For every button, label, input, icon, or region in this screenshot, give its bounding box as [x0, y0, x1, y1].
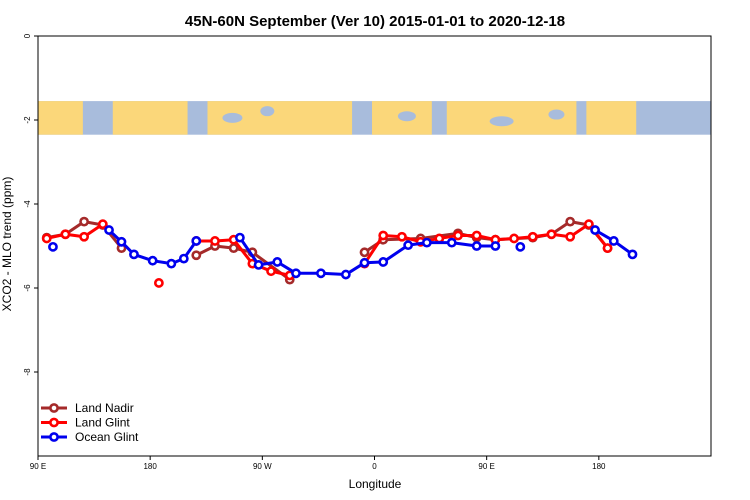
data-point-ocean-glint — [590, 225, 600, 235]
data-point-land-glint — [565, 231, 576, 242]
series-land-glint — [41, 219, 613, 288]
legend-label: Land Glint — [75, 416, 130, 430]
data-point-ocean-glint — [316, 268, 326, 279]
map-band-land-2 — [112, 101, 188, 135]
legend-label: Land Nadir — [75, 401, 134, 415]
data-point-ocean-glint — [166, 258, 177, 269]
legend-item-ocean-glint: Ocean Glint — [41, 430, 139, 444]
legend-item-land-nadir: Land Nadir — [41, 401, 134, 415]
data-point-ocean-glint — [234, 232, 245, 243]
data-point-land-glint — [79, 231, 90, 242]
x-tick-label: 180 — [143, 462, 157, 471]
data-point-ocean-glint — [608, 236, 619, 246]
data-point-ocean-glint — [116, 236, 127, 247]
data-point-land-nadir — [359, 247, 370, 258]
data-point-ocean-glint — [515, 241, 526, 252]
data-point-land-glint — [41, 233, 52, 244]
data-point-ocean-glint — [104, 225, 114, 235]
data-point-land-glint — [153, 278, 164, 288]
data-point-land-glint — [453, 230, 463, 241]
data-point-land-glint — [527, 231, 538, 242]
map-band-water-4 — [397, 111, 416, 122]
data-point-land-glint — [434, 233, 445, 244]
data-point-ocean-glint — [627, 249, 638, 260]
x-tick-label: 0 — [372, 462, 377, 471]
data-point-land-glint — [583, 219, 594, 230]
x-tick-label: 90 E — [30, 462, 46, 471]
data-point-ocean-glint — [490, 241, 501, 251]
map-band-water-3 — [260, 106, 275, 117]
data-point-land-glint — [266, 266, 276, 277]
x-tick-label: 90 W — [253, 462, 272, 471]
data-point-land-glint — [471, 230, 482, 241]
x-tick-label: 180 — [592, 462, 606, 471]
data-point-land-glint — [397, 231, 407, 242]
x-axis-label: Longitude — [349, 477, 402, 491]
series-line-land-glint — [46, 222, 104, 240]
map-band-water-1 — [89, 107, 106, 118]
chart-title: 45N-60N September (Ver 10) 2015-01-01 to… — [185, 13, 565, 30]
data-point-ocean-glint — [291, 268, 301, 279]
y-tick-label: -8 — [23, 368, 32, 376]
data-point-ocean-glint — [129, 249, 139, 260]
data-point-land-nadir — [79, 216, 90, 227]
legend-marker — [49, 417, 59, 428]
data-point-ocean-glint — [253, 259, 264, 270]
data-point-land-nadir — [191, 250, 202, 261]
map-band-land-6 — [586, 101, 637, 135]
data-point-land-glint — [509, 233, 519, 244]
data-point-land-glint — [378, 230, 389, 241]
data-point-land-glint — [60, 229, 71, 240]
data-point-land-glint — [210, 236, 220, 246]
series-layer — [41, 216, 638, 288]
data-point-ocean-glint — [191, 236, 202, 246]
y-tick-label: 0 — [23, 33, 32, 38]
map-band — [38, 101, 711, 135]
data-point-ocean-glint — [48, 241, 58, 252]
x-axis: 90 E 180 90 W 0 90 E 180 — [30, 456, 606, 471]
data-point-land-glint — [546, 229, 557, 240]
legend-label: Ocean Glint — [75, 430, 139, 444]
legend-marker — [49, 432, 59, 442]
data-point-ocean-glint — [147, 255, 158, 266]
legend-marker — [49, 403, 59, 413]
data-point-land-nadir — [565, 216, 576, 227]
data-point-ocean-glint — [178, 253, 189, 264]
data-point-land-nadir — [228, 243, 239, 253]
data-point-ocean-glint — [272, 257, 283, 267]
data-point-land-glint — [97, 219, 108, 230]
data-point-ocean-glint — [403, 240, 414, 251]
data-point-ocean-glint — [421, 237, 432, 248]
y-axis: 0 -2 -4 -6 -8 — [23, 33, 38, 376]
map-band-land — [38, 101, 637, 135]
data-point-ocean-glint — [340, 269, 351, 280]
data-point-land-glint — [602, 243, 613, 253]
legend-item-land-glint: Land Glint — [41, 416, 130, 430]
map-band-water-2 — [222, 112, 243, 123]
series-ocean-glint — [48, 225, 638, 280]
y-axis-label: XCO2 - MLO trend (ppm) — [0, 177, 14, 312]
data-point-ocean-glint — [446, 237, 457, 248]
data-point-ocean-glint — [359, 257, 370, 268]
series-line-land-glint — [363, 222, 609, 265]
map-band-land-1 — [38, 101, 83, 135]
x-tick-label: 90 E — [478, 462, 494, 471]
y-tick-label: -6 — [23, 284, 32, 292]
data-point-ocean-glint — [471, 241, 482, 251]
y-tick-label: -2 — [23, 116, 32, 124]
y-tick-label: -4 — [23, 200, 32, 208]
data-point-ocean-glint — [378, 257, 389, 267]
map-band-water-5 — [489, 116, 514, 127]
map-band-water-6 — [548, 109, 565, 120]
